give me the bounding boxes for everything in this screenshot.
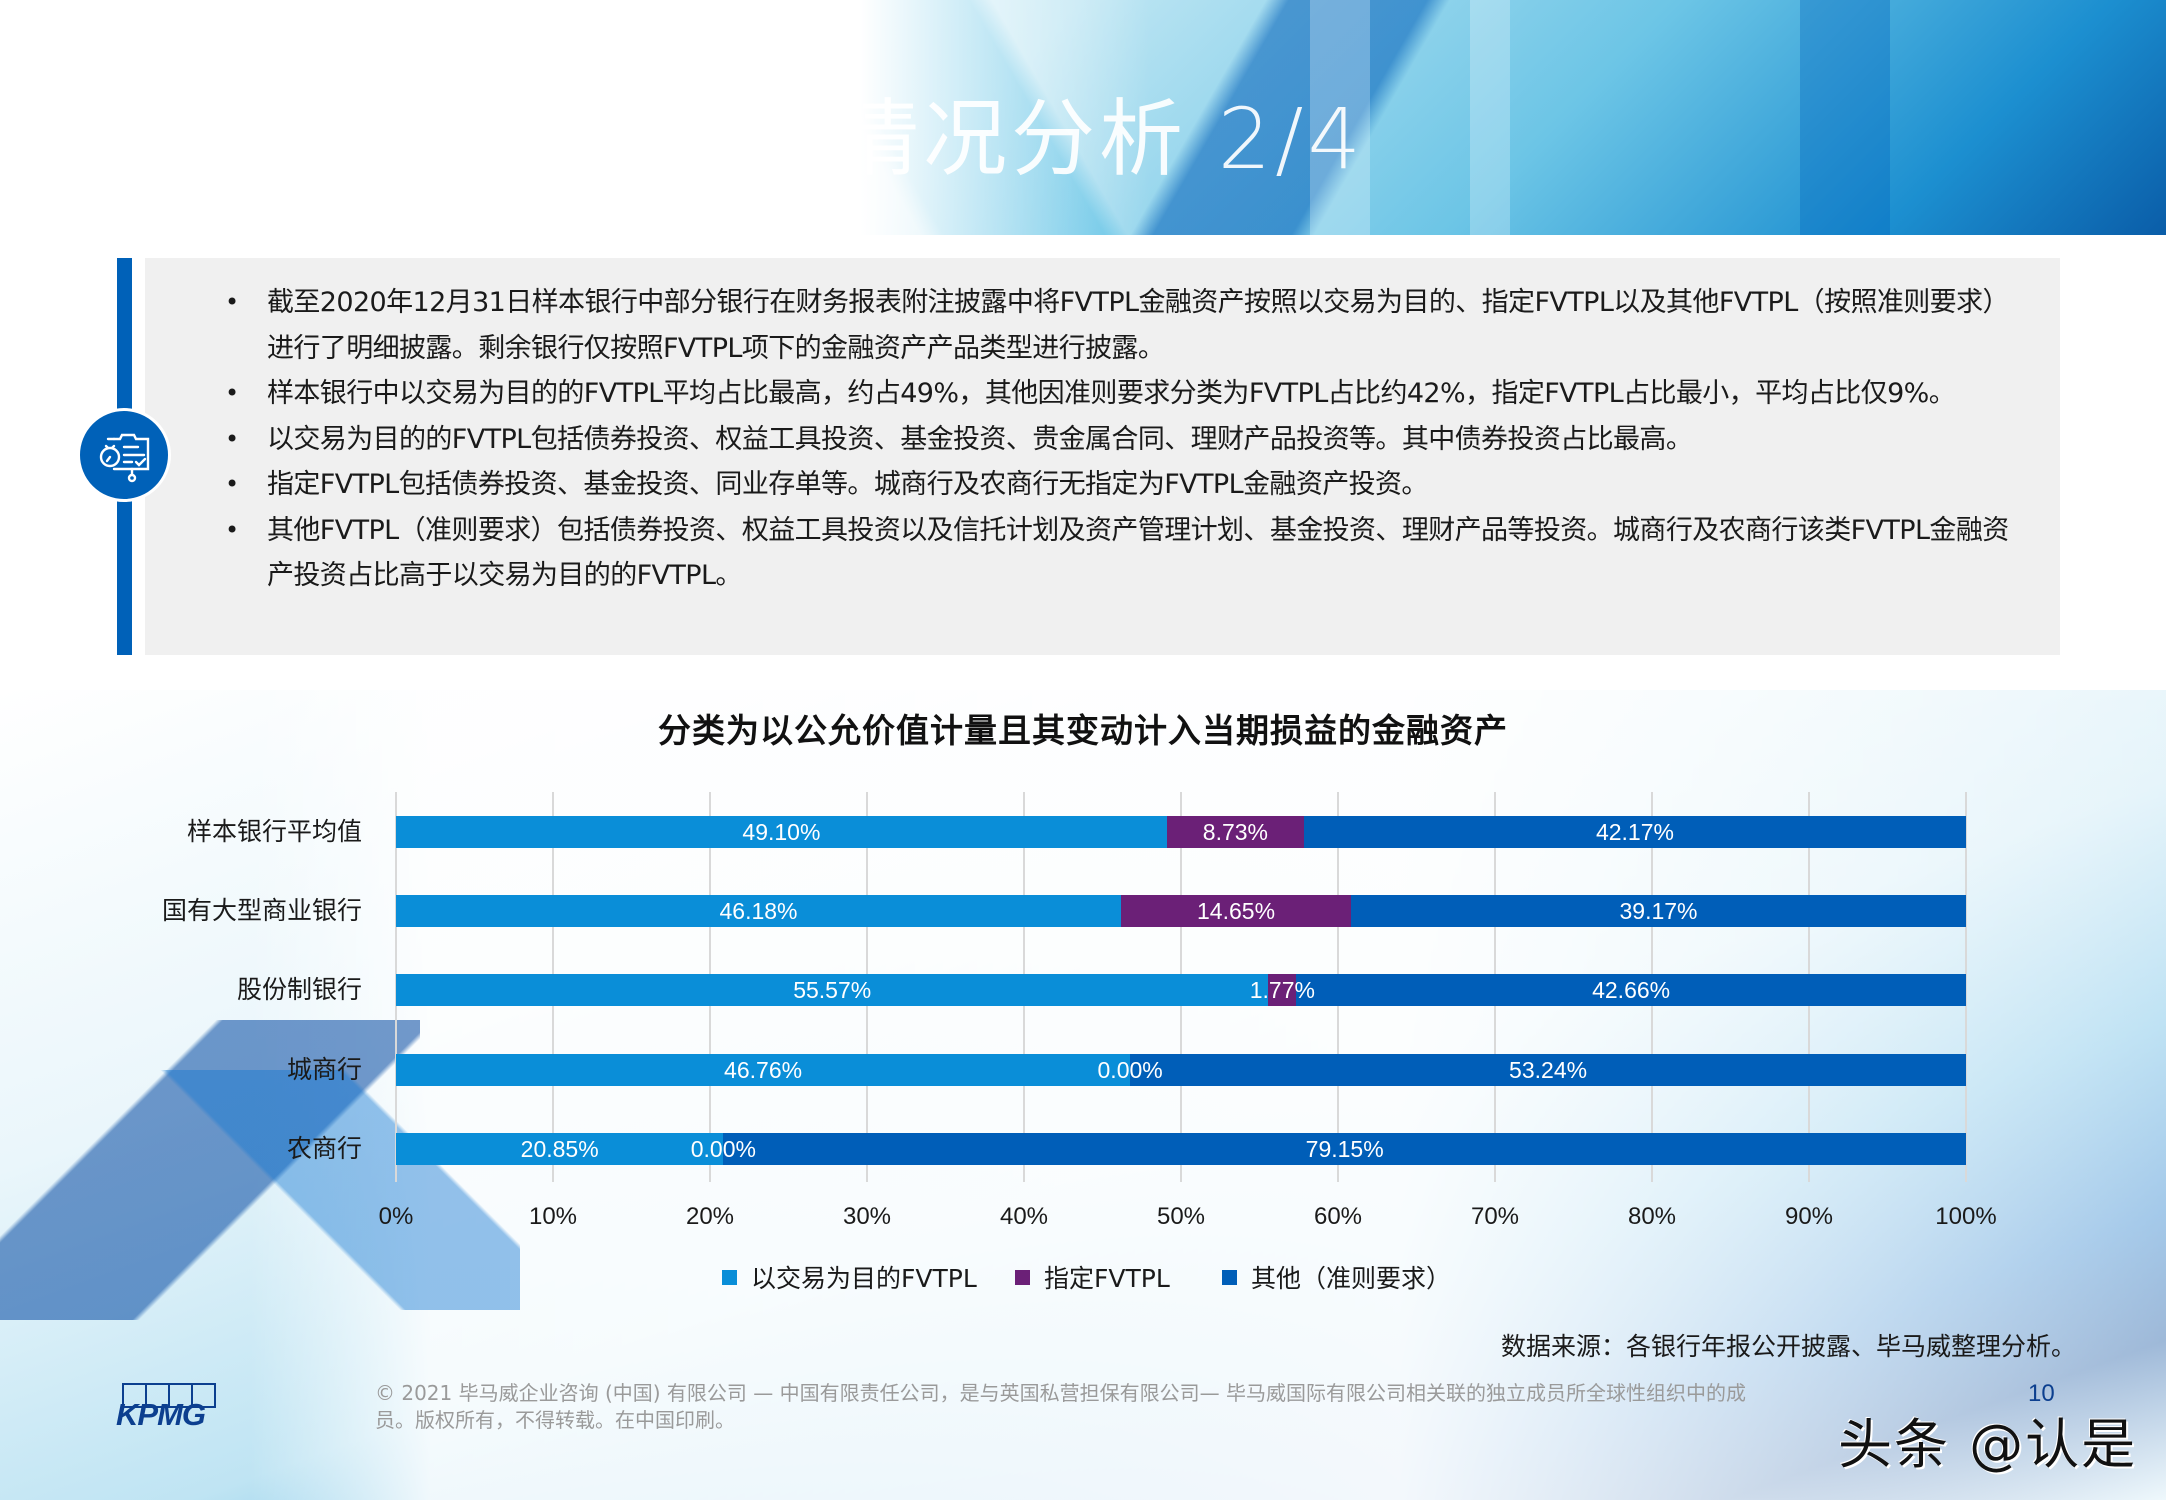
bar-row: 49.10% 8.73% 42.17% <box>396 816 1966 848</box>
data-label: 46.18% <box>719 898 798 924</box>
kpmg-logo: KPMG <box>116 1383 226 1432</box>
category-label: 样本银行平均值 <box>186 817 362 846</box>
chart-legend: 以交易为目的FVTPL 指定FVTPL 其他（准则要求） <box>0 1259 2166 1293</box>
x-tick-label: 60% <box>1313 1203 1363 1230</box>
x-tick-label: 90% <box>1784 1203 1834 1230</box>
data-label: 8.73% <box>1202 819 1268 845</box>
x-tick-label: 50% <box>1156 1203 1206 1230</box>
bar-segment <box>1296 974 1966 1006</box>
kpmg-logo-boxes <box>122 1383 216 1408</box>
bar-segment <box>396 816 1167 848</box>
data-label: 0.00% <box>1097 1057 1163 1083</box>
bar-segment <box>1351 895 1966 927</box>
category-label: 股份制银行 <box>236 975 362 1004</box>
legend-item: 指定FVTPL <box>1015 1259 1170 1295</box>
data-label: 49.10% <box>742 819 821 845</box>
category-label: 城商行 <box>286 1055 362 1084</box>
legend-label: 以交易为目的FVTPL <box>751 1264 977 1293</box>
x-tick-label: 0% <box>378 1203 414 1230</box>
bar-segment <box>1268 974 1297 1006</box>
header-banner <box>0 0 2166 235</box>
chart-title: 分类为以公允价值计量且其变动计入当期损益的金融资产 <box>658 711 1508 750</box>
legend-label: 指定FVTPL <box>1044 1264 1170 1293</box>
copyright-line: © 2021 毕马威企业咨询 (中国) 有限公司 — 中国有限责任公司，是与英国… <box>375 1381 1747 1405</box>
bullet-item: 样本银行中以交易为目的的FVTPL平均占比最高，约占49%，其他因准则要求分类为… <box>225 371 2025 417</box>
banner-stripe <box>1310 0 1370 235</box>
x-tick-label: 40% <box>999 1203 1049 1230</box>
legend-item: 其他（准则要求） <box>1222 1259 1451 1295</box>
legend-swatch-icon <box>1222 1269 1237 1285</box>
bar-row: 55.57% 1.77% 42.66% <box>396 974 1966 1006</box>
data-label: 79.15% <box>1305 1136 1384 1162</box>
legend-swatch-icon <box>722 1269 737 1285</box>
banner-stripe <box>1800 0 1890 235</box>
bar-row: 20.85% 0.00% 79.15% <box>396 1133 1966 1165</box>
bar-row: 46.18% 14.65% 39.17% <box>396 895 1966 927</box>
kpmg-logo-text: KPMG <box>116 1397 206 1432</box>
data-label: 1.77% <box>1249 977 1315 1003</box>
summary-bullets: 截至2020年12月31日样本银行中部分银行在财务报表附注披露中将FVTPL金融… <box>225 280 2025 599</box>
bullet-item: 指定FVTPL包括债券投资、基金投资、同业存单等。城商行及农商行无指定为FVTP… <box>225 462 2025 508</box>
data-label: 39.17% <box>1619 898 1698 924</box>
data-label: 55.57% <box>793 977 872 1003</box>
page-number: 10 <box>2028 1380 2055 1407</box>
data-label: 42.17% <box>1595 819 1674 845</box>
x-tick-label: 10% <box>528 1203 578 1230</box>
copyright-notice: © 2021 毕马威企业咨询 (中国) 有限公司 — 中国有限责任公司，是与英国… <box>375 1380 1895 1434</box>
legend-swatch-icon <box>1015 1269 1030 1285</box>
x-tick-label: 30% <box>842 1203 892 1230</box>
bar-segment <box>1121 895 1352 927</box>
bullet-item: 截至2020年12月31日样本银行中部分银行在财务报表附注披露中将FVTPL金融… <box>225 280 2025 371</box>
x-tick-label: 70% <box>1470 1203 1520 1230</box>
category-label: 农商行 <box>286 1134 362 1163</box>
bg-shard <box>0 1020 420 1320</box>
data-label: 53.24% <box>1509 1057 1588 1083</box>
gridline <box>1965 792 1967 1182</box>
data-source: 数据来源：各银行年报公开披露、毕马威整理分析。 <box>1500 1332 2076 1361</box>
data-label: 14.65% <box>1197 898 1276 924</box>
bar-segment <box>396 1133 724 1165</box>
bar-row: 46.76% 0.00% 53.24% <box>396 1054 1966 1086</box>
category-label: 国有大型商业银行 <box>161 896 362 925</box>
page-title: 情况分析 2/4 <box>835 90 1365 188</box>
data-label: 42.66% <box>1592 977 1671 1003</box>
bar-segment <box>1166 816 1304 848</box>
bg-shard <box>160 1070 520 1310</box>
bar-segment <box>396 974 1269 1006</box>
legend-item: 以交易为目的FVTPL <box>722 1259 977 1295</box>
banner-stripe <box>1470 0 1510 235</box>
bar-segment <box>723 1133 1966 1165</box>
bullet-item: 其他FVTPL（准则要求）包括债券投资、权益工具投资以及信托计划及资产管理计划、… <box>225 508 2025 599</box>
data-label: 0.00% <box>690 1136 756 1162</box>
copyright-line: 员。版权所有，不得转载。在中国印刷。 <box>375 1408 735 1432</box>
bullet-item: 以交易为目的的FVTPL包括债券投资、权益工具投资、基金投资、贵金属合同、理财产… <box>225 417 2025 463</box>
plot-area: 49.10% 8.73% 42.17% 46.18% 14.65% 39.17% 55.57… <box>395 792 1967 1182</box>
x-tick-label: 80% <box>1627 1203 1677 1230</box>
bar-segment <box>396 1054 1131 1086</box>
x-tick-label: 100% <box>1935 1203 1997 1230</box>
legend-label: 其他（准则要求） <box>1251 1264 1452 1293</box>
bar-segment <box>1303 816 1966 848</box>
data-label: 46.76% <box>724 1057 803 1083</box>
presentation-stopwatch-icon <box>77 408 171 502</box>
bar-segment <box>1130 1054 1966 1086</box>
data-label: 20.85% <box>520 1136 599 1162</box>
watermark: 头条 @认是 <box>1838 1413 2138 1476</box>
bar-segment <box>396 895 1122 927</box>
x-tick-label: 20% <box>685 1203 735 1230</box>
